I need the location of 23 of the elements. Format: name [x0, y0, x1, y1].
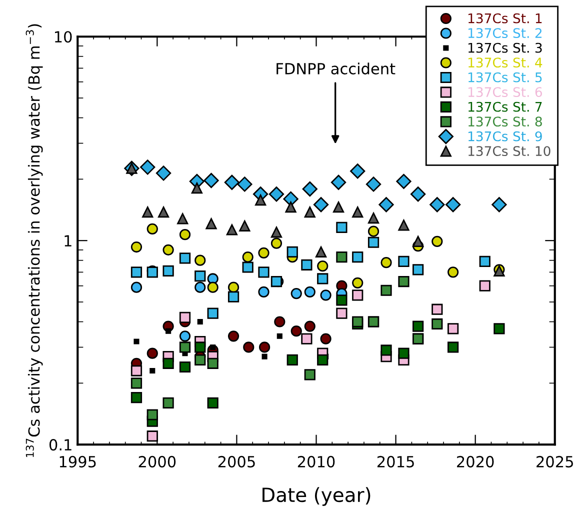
y-axis-title: $^{137}$Cs activity concentrations in overlying water (Bq m$^{−3}$) — [26, 24, 43, 458]
legend-label: 137Cs St. 6 — [468, 87, 542, 98]
legend-label: 137Cs St. 2 — [468, 28, 542, 38]
y-tick-label: 1 — [64, 235, 72, 246]
x-tick-label: 2025 — [536, 456, 573, 468]
x-tick-label: 2005 — [218, 456, 255, 468]
x-tick-label: 2020 — [457, 456, 494, 468]
y-tick-label: 10 — [55, 31, 72, 43]
x-tick-label: 2015 — [377, 456, 414, 468]
legend-label: 137Cs St. 3 — [468, 42, 542, 53]
legend-label: 137Cs St. 9 — [468, 131, 542, 142]
legend-label: 137Cs St. 7 — [468, 102, 542, 112]
x-axis-title: Date (year) — [262, 487, 370, 506]
x-tick-label: 2000 — [138, 456, 176, 468]
legend-label: 137Cs St. 8 — [468, 116, 542, 127]
legend-label: 137Cs St. 10 — [468, 146, 550, 156]
x-tick-label: 1995 — [60, 456, 96, 468]
legend-label: 137Cs St. 1 — [468, 13, 542, 24]
legend-label: 137Cs St. 4 — [468, 58, 542, 68]
y-tick-label: 0.1 — [49, 439, 72, 451]
annotation: FDNPP accident — [276, 62, 396, 74]
x-tick-label: 2010 — [298, 456, 335, 468]
legend-label: 137Cs St. 5 — [468, 72, 542, 82]
